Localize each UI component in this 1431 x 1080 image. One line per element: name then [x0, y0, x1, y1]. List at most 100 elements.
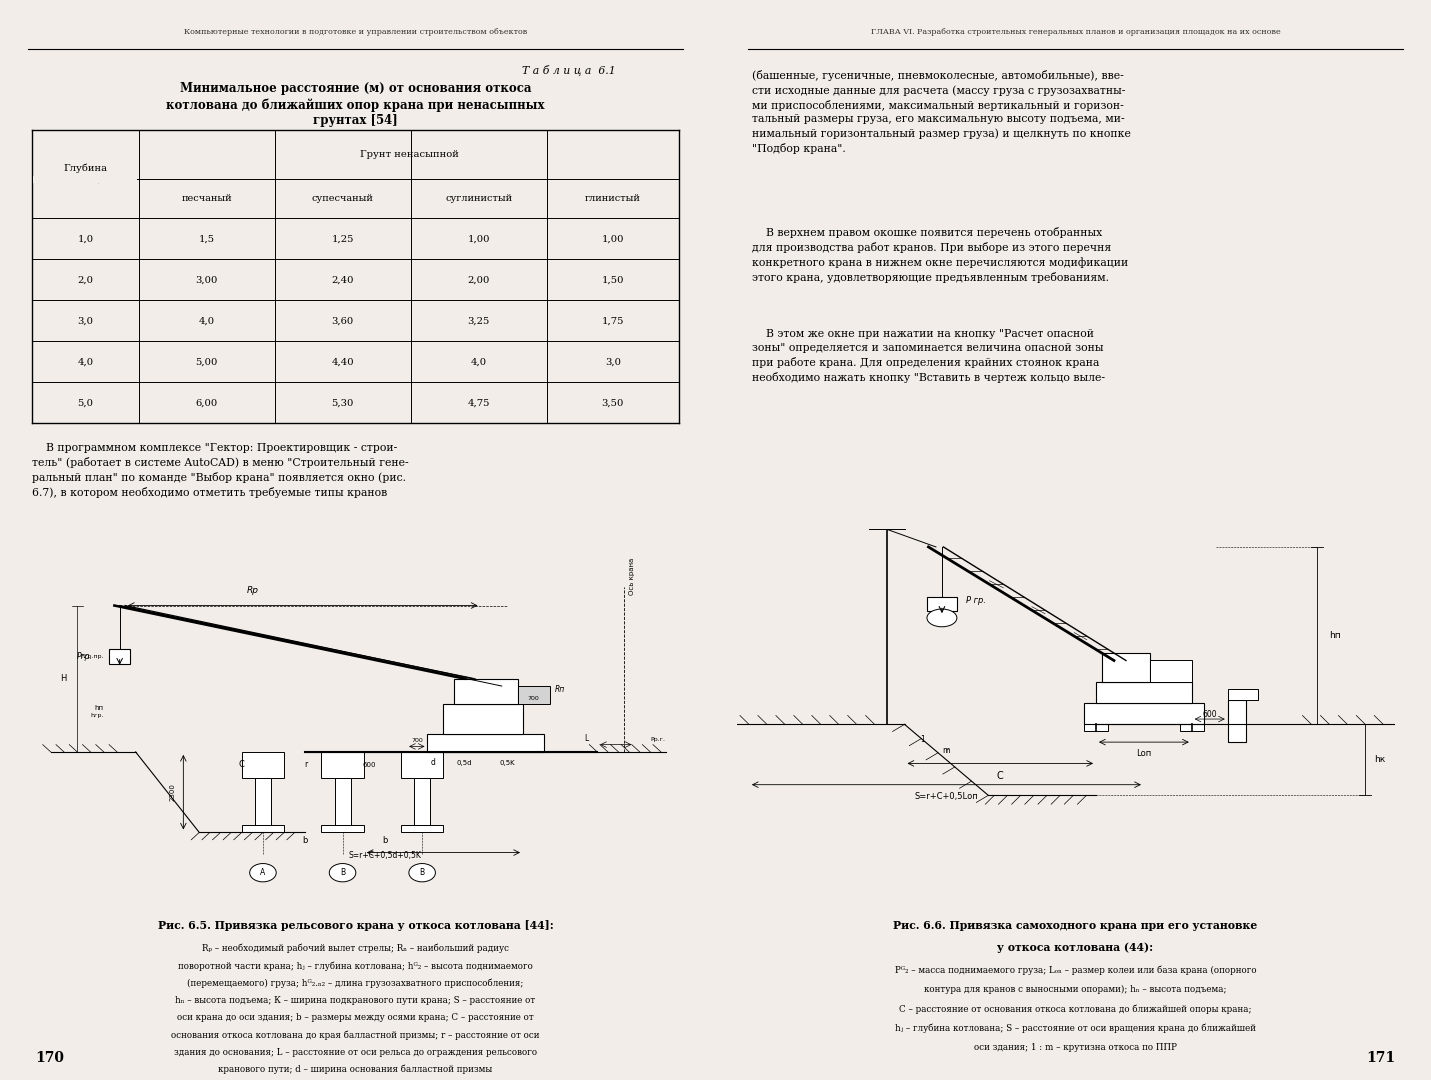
Text: 5,00: 5,00 — [196, 357, 218, 366]
Text: 1: 1 — [920, 735, 924, 744]
Text: Т а б л и ц а  6.1: Т а б л и ц а 6.1 — [522, 65, 615, 76]
Text: S=r+C+0,5Lоп: S=r+C+0,5Lоп — [914, 792, 979, 800]
Text: 2,00: 2,00 — [468, 275, 489, 284]
Text: L: L — [584, 734, 588, 743]
Text: глинистый: глинистый — [585, 194, 641, 203]
Bar — [242, 825, 285, 833]
Text: Ргр.: Ргр. — [77, 652, 93, 661]
Text: A: A — [260, 868, 266, 877]
Text: C: C — [239, 759, 245, 769]
Circle shape — [927, 609, 957, 626]
Text: r: r — [303, 759, 308, 769]
Bar — [322, 752, 363, 778]
Bar — [444, 704, 522, 733]
Text: b: b — [303, 836, 308, 846]
Bar — [401, 752, 444, 778]
Text: 1,75: 1,75 — [601, 316, 624, 325]
Text: Rₚ – необходимый рабочий вылет стрелы; Rₙ – наибольший радиус: Rₚ – необходимый рабочий вылет стрелы; R… — [202, 944, 509, 954]
Bar — [322, 825, 363, 833]
Bar — [335, 778, 351, 825]
Bar — [1102, 653, 1151, 681]
Text: В программном комплексе "Гектор: Проектировщик - строи-
тель" (работает в систем: В программном комплексе "Гектор: Проекти… — [31, 443, 409, 498]
Text: P гр.: P гр. — [966, 596, 986, 605]
Text: у откоса котлована (44):: у откоса котлована (44): — [997, 942, 1153, 953]
Text: (перемещаемого) груза; hᴳ₂.ₙ₂ – длина грузозахватного приспособления;: (перемещаемого) груза; hᴳ₂.ₙ₂ – длина гр… — [187, 978, 524, 988]
Text: Rп: Rп — [555, 685, 565, 694]
Text: r: r — [944, 747, 947, 754]
Text: песчаный: песчаный — [182, 194, 232, 203]
Text: 2,40: 2,40 — [332, 275, 353, 284]
Text: 4,0: 4,0 — [471, 357, 487, 366]
Bar — [1179, 725, 1203, 731]
Text: 3,0: 3,0 — [77, 316, 93, 325]
Bar — [1228, 700, 1245, 742]
Text: 0,5K: 0,5K — [499, 759, 515, 766]
Text: hₙ – высота подъема; К – ширина подкранового пути крана; S – расстояние от: hₙ – высота подъема; К – ширина подкрано… — [176, 996, 535, 1004]
Circle shape — [249, 864, 276, 882]
Text: поворотной части крана; hⱼ – глубина котлована; hᴳ₂ – высота поднимаемого: поворотной части крана; hⱼ – глубина кот… — [179, 961, 532, 971]
Text: 6,00: 6,00 — [196, 399, 218, 407]
Text: 600: 600 — [362, 761, 376, 768]
Text: 3,00: 3,00 — [196, 275, 218, 284]
Text: Рис. 6.6. Привязка самоходного крана при его установке: Рис. 6.6. Привязка самоходного крана при… — [893, 920, 1258, 931]
Text: контура для кранов с выносными опорами); hₙ – высота подъема;: контура для кранов с выносными опорами);… — [924, 985, 1226, 994]
Text: Ось крана: Ось крана — [630, 557, 635, 594]
Bar — [109, 649, 130, 664]
Text: 1,5: 1,5 — [199, 234, 215, 243]
Text: hгр.пр.: hгр.пр. — [80, 654, 103, 659]
Text: 4,75: 4,75 — [468, 399, 489, 407]
Bar — [1085, 725, 1108, 731]
Text: оси здания; 1 : m – крутизна откоса по ППР: оси здания; 1 : m – крутизна откоса по П… — [975, 1043, 1176, 1052]
Text: d: d — [431, 758, 435, 767]
Text: основания откоса котлована до края балластной призмы; r – расстояние от оси: основания откоса котлована до края балла… — [172, 1030, 539, 1040]
Circle shape — [409, 864, 435, 882]
Text: B: B — [341, 868, 345, 877]
Text: 3,60: 3,60 — [332, 316, 353, 325]
Bar — [518, 686, 550, 704]
Bar — [242, 752, 285, 778]
Text: 170: 170 — [36, 1051, 64, 1065]
Text: супесчаный: супесчаный — [312, 194, 373, 203]
Text: кранового пути; d – ширина основания балластной призмы: кранового пути; d – ширина основания бал… — [219, 1065, 492, 1075]
Text: b: b — [382, 836, 388, 846]
Text: m: m — [943, 746, 950, 755]
Text: Pᴳ₂ – масса поднимаемого груза; Lₒₙ – размер колеи или база крана (опорного: Pᴳ₂ – масса поднимаемого груза; Lₒₙ – ра… — [894, 966, 1256, 975]
Text: суглинистый: суглинистый — [445, 194, 512, 203]
Text: C: C — [997, 770, 1003, 781]
Text: 4,0: 4,0 — [199, 316, 215, 325]
Text: 4,40: 4,40 — [332, 357, 353, 366]
Text: оси крана до оси здания; b – размеры между осями крана; С – расстояние от: оси крана до оси здания; b – размеры меж… — [177, 1013, 534, 1022]
Text: Грунт ненасыпной: Грунт ненасыпной — [359, 150, 458, 159]
Text: hгр.: hгр. — [90, 713, 103, 718]
Text: В верхнем правом окошке появится перечень отобранных
для производства работ кран: В верхнем правом окошке появится перечен… — [751, 227, 1128, 283]
Text: hп: hп — [94, 705, 103, 711]
Text: 600: 600 — [1202, 711, 1216, 719]
Text: Рр.г.: Рр.г. — [650, 737, 665, 742]
Text: 2300: 2300 — [169, 783, 176, 801]
Bar — [1096, 681, 1192, 703]
Text: В этом же окне при нажатии на кнопку "Расчет опасной
зоны" определяется и запоми: В этом же окне при нажатии на кнопку "Ра… — [751, 329, 1105, 383]
Circle shape — [329, 864, 356, 882]
Text: грунтах [54]: грунтах [54] — [313, 114, 398, 127]
Text: 700: 700 — [528, 697, 539, 701]
Text: 1,00: 1,00 — [601, 234, 624, 243]
Text: 1,50: 1,50 — [601, 275, 624, 284]
Text: hⱼ – глубина котлована; S – расстояние от оси вращения крана до ближайшей: hⱼ – глубина котлована; S – расстояние о… — [894, 1024, 1256, 1034]
Text: hп: hп — [1329, 631, 1341, 640]
Text: 3,25: 3,25 — [468, 316, 489, 325]
Bar — [414, 778, 431, 825]
Text: 2,0: 2,0 — [77, 275, 93, 284]
Text: 700: 700 — [411, 739, 422, 743]
Bar — [255, 778, 270, 825]
Text: Компьютерные технологии в подготовке и управлении строительством объектов: Компьютерные технологии в подготовке и у… — [185, 28, 527, 37]
Text: 1,25: 1,25 — [332, 234, 353, 243]
Text: 4,0: 4,0 — [77, 357, 93, 366]
Text: 1,00: 1,00 — [468, 234, 489, 243]
Text: 1,0: 1,0 — [77, 234, 93, 243]
Bar — [401, 825, 444, 833]
Bar — [428, 733, 544, 752]
Text: 3,0: 3,0 — [605, 357, 621, 366]
Text: Минимальное расстояние (м) от основания откоса: Минимальное расстояние (м) от основания … — [180, 82, 531, 95]
Text: 5,0: 5,0 — [77, 399, 93, 407]
Text: ГЛАВА VI. Разработка строительных генеральных планов и организация площадок на и: ГЛАВА VI. Разработка строительных генера… — [870, 28, 1281, 37]
